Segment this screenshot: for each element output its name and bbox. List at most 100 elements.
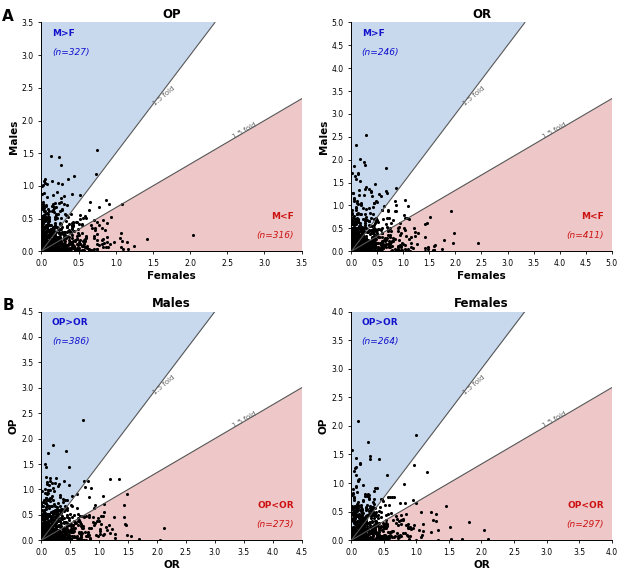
Point xyxy=(360,160,370,169)
Text: (n=246): (n=246) xyxy=(362,47,399,57)
Point xyxy=(43,218,53,227)
Point xyxy=(351,229,361,238)
Point xyxy=(38,243,48,252)
Point xyxy=(49,516,59,525)
Point xyxy=(39,246,49,255)
Point xyxy=(353,217,363,227)
Point xyxy=(362,237,372,246)
Point xyxy=(379,533,389,543)
Point xyxy=(406,238,416,247)
Point xyxy=(368,530,378,539)
Point xyxy=(354,525,364,534)
Point xyxy=(38,531,48,540)
Point xyxy=(43,529,53,539)
Point xyxy=(387,527,398,536)
Point xyxy=(369,229,379,239)
Point xyxy=(359,236,369,246)
Point xyxy=(76,528,86,538)
Point xyxy=(348,503,358,513)
Title: Males: Males xyxy=(152,297,191,310)
Point xyxy=(352,533,362,542)
Point xyxy=(101,238,111,247)
Point xyxy=(383,206,393,215)
Point xyxy=(379,202,389,211)
Point xyxy=(357,245,367,254)
Point xyxy=(352,529,362,539)
Point xyxy=(39,535,49,544)
Point xyxy=(71,246,81,255)
Point xyxy=(362,240,372,249)
Point xyxy=(393,529,403,538)
Point xyxy=(38,244,48,254)
Point xyxy=(40,534,50,543)
Point xyxy=(356,240,366,249)
Point xyxy=(49,521,59,530)
Point xyxy=(54,533,64,543)
Point xyxy=(351,503,361,513)
Point xyxy=(371,217,381,226)
Point xyxy=(366,511,376,520)
Point xyxy=(349,532,359,541)
Point xyxy=(398,514,408,524)
Point xyxy=(41,233,51,242)
Point xyxy=(391,200,401,209)
Point xyxy=(433,525,443,535)
Point xyxy=(347,235,357,244)
Point xyxy=(54,479,64,488)
Point xyxy=(44,240,54,249)
Point xyxy=(39,242,49,251)
Point xyxy=(347,503,357,513)
Point xyxy=(68,520,78,529)
Point xyxy=(39,189,49,198)
Point xyxy=(387,236,397,246)
Point xyxy=(89,503,99,513)
Point xyxy=(349,525,359,535)
Point xyxy=(38,522,48,531)
Point xyxy=(347,233,357,242)
Point xyxy=(361,238,371,247)
Point xyxy=(47,519,57,528)
Point xyxy=(39,240,49,249)
Point xyxy=(38,244,48,253)
Point xyxy=(365,240,375,249)
Point xyxy=(348,535,358,544)
Point xyxy=(41,518,51,527)
Point xyxy=(56,528,66,537)
Point xyxy=(45,227,55,236)
Point xyxy=(364,528,374,537)
Point xyxy=(371,512,381,521)
Point xyxy=(58,240,68,249)
Point xyxy=(347,233,357,242)
Point xyxy=(352,235,362,244)
Text: 1.5 fold: 1.5 fold xyxy=(151,86,176,107)
Point xyxy=(359,224,369,233)
Point xyxy=(39,246,49,255)
Point xyxy=(357,243,367,252)
Point xyxy=(86,224,96,233)
Point xyxy=(64,219,74,228)
Point xyxy=(53,528,63,537)
Point xyxy=(116,228,126,238)
Point xyxy=(53,232,63,241)
Point xyxy=(93,532,103,541)
Point xyxy=(351,533,361,542)
Point xyxy=(367,534,377,543)
Point xyxy=(361,525,371,535)
Point xyxy=(376,536,386,545)
Point xyxy=(399,498,409,507)
Point xyxy=(46,521,56,531)
Point xyxy=(53,531,63,540)
Point xyxy=(349,530,359,539)
Point xyxy=(38,532,48,542)
Point xyxy=(359,513,369,523)
Point xyxy=(54,501,64,510)
Point xyxy=(49,245,59,254)
Point xyxy=(50,525,60,535)
Point xyxy=(370,245,380,254)
Point xyxy=(39,514,49,524)
Point xyxy=(349,533,359,543)
Point xyxy=(44,206,54,216)
Point xyxy=(51,235,61,244)
Point xyxy=(67,528,77,537)
Point xyxy=(48,512,58,521)
